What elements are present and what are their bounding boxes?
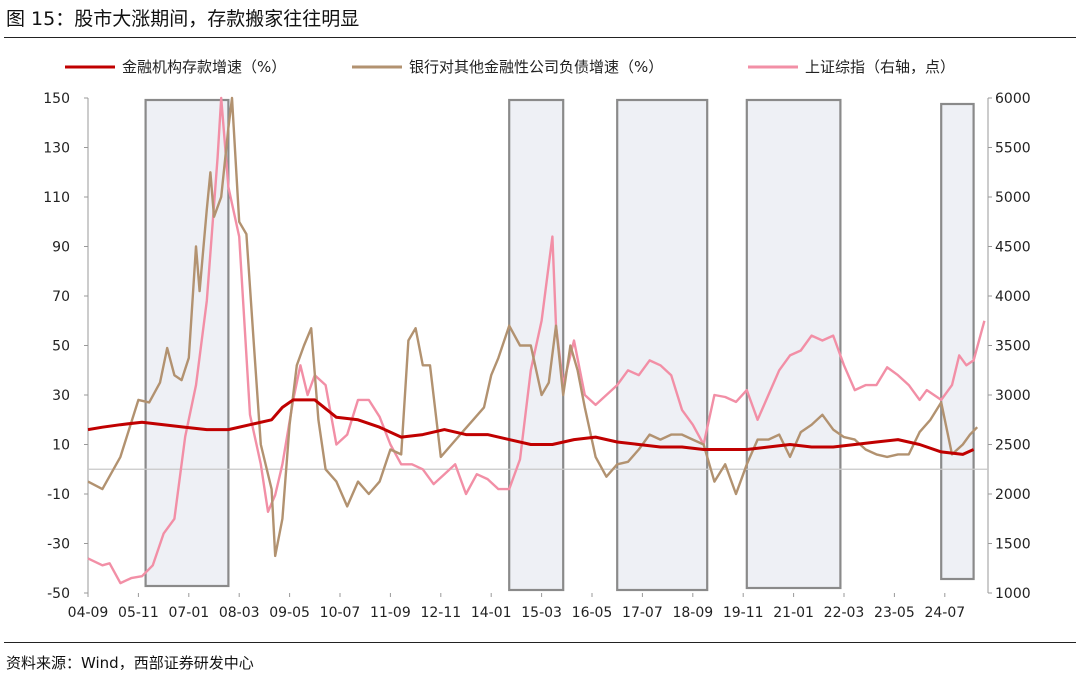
figure-title: 图 15：股市大涨期间，存款搬家往往明显 xyxy=(6,8,360,30)
x-tick-label: 23-05 xyxy=(874,605,915,621)
highlight-band xyxy=(616,98,709,592)
legend-label: 上证综指（右轴，点） xyxy=(805,58,955,76)
highlight-band xyxy=(745,98,842,590)
y-right-tick-label: 5500 xyxy=(995,141,1031,157)
x-tick-label: 07-01 xyxy=(168,605,209,621)
x-tick-label: 12-11 xyxy=(420,605,461,621)
y-left-tick-label: 50 xyxy=(52,339,70,355)
legend: 金融机构存款增速（%） 银行对其他金融性公司负债增速（%） 上证综指（右轴，点） xyxy=(65,58,955,76)
legend-label: 金融机构存款增速（%） xyxy=(122,58,286,76)
highlight-band xyxy=(940,102,975,581)
y-right-tick-label: 1000 xyxy=(995,586,1031,602)
y-left-tick-label: -10 xyxy=(47,487,70,503)
series-line-1 xyxy=(87,96,979,558)
x-tick-label: 10-07 xyxy=(320,605,361,621)
y-right-tick-label: 4000 xyxy=(995,289,1031,305)
y-left-tick-label: -50 xyxy=(47,586,70,602)
y-right-tick-label: 2500 xyxy=(995,438,1031,454)
y-right-tick-label: 3000 xyxy=(995,388,1031,404)
x-tick-label: 24-07 xyxy=(924,605,965,621)
x-tick-label: 05-11 xyxy=(118,605,159,621)
y-right-tick-label: 3500 xyxy=(995,339,1031,355)
y-left-tick-label: 70 xyxy=(52,289,70,305)
y-right-tick-label: 5000 xyxy=(995,190,1031,206)
y-left-tick-label: 130 xyxy=(43,141,70,157)
source-note: 资料来源：Wind，西部证券研发中心 xyxy=(6,654,254,672)
x-tick-label: 14-01 xyxy=(471,605,512,621)
series-lines xyxy=(87,96,986,585)
y-left-tick-label: 90 xyxy=(52,240,70,256)
highlight-bands xyxy=(144,98,975,592)
x-tick-label: 17-07 xyxy=(622,605,663,621)
y-right-tick-label: 4500 xyxy=(995,240,1031,256)
y-right-tick-label: 1500 xyxy=(995,537,1031,553)
legend-label: 银行对其他金融性公司负债增速（%） xyxy=(409,58,663,76)
highlight-band xyxy=(144,98,230,588)
series-line-2 xyxy=(87,96,986,585)
series-line-0 xyxy=(87,398,975,456)
source-rule xyxy=(4,642,1076,643)
y-left-tick-label: 30 xyxy=(52,388,70,404)
title-rule xyxy=(4,37,1076,38)
y-left-tick-label: 10 xyxy=(52,438,70,454)
y-left-tick-label: 110 xyxy=(43,190,70,206)
x-tick-label: 22-03 xyxy=(824,605,865,621)
y-left-tick-label: -30 xyxy=(47,537,70,553)
x-tick-label: 21-01 xyxy=(773,605,814,621)
x-tick-label: 18-09 xyxy=(672,605,713,621)
axes: 150 130 110 90 70 50 30 10 -10 -30 -50 6000 5500 5000… xyxy=(43,91,1030,621)
y-right-tick-label: 2000 xyxy=(995,487,1031,503)
x-tick-label: 19-11 xyxy=(723,605,764,621)
x-tick-label: 11-09 xyxy=(370,605,411,621)
y-left-tick-label: 150 xyxy=(43,91,70,107)
y-right-tick-label: 6000 xyxy=(995,91,1031,107)
x-tick-label: 04-09 xyxy=(68,605,109,621)
x-tick-label: 08-03 xyxy=(219,605,260,621)
x-tick-label: 15-03 xyxy=(521,605,562,621)
x-tick-label: 09-05 xyxy=(269,605,310,621)
x-tick-label: 16-05 xyxy=(572,605,613,621)
